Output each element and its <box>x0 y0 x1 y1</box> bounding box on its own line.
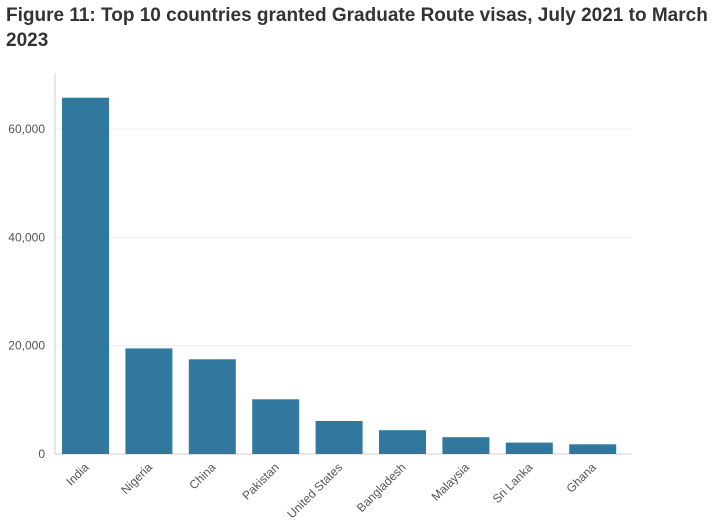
y-tick-label: 0 <box>38 447 45 461</box>
x-tick-label: Pakistan <box>239 460 281 502</box>
y-tick-label: 60,000 <box>8 122 45 136</box>
x-tick-label: Ghana <box>563 460 599 496</box>
y-tick-label: 40,000 <box>8 230 45 244</box>
bar-bangladesh <box>379 430 426 454</box>
x-tick-label: Nigeria <box>118 460 155 497</box>
bar-united-states <box>315 421 363 454</box>
x-tick-label: China <box>186 460 218 492</box>
bar-malaysia <box>442 437 490 454</box>
gridlines <box>55 128 632 347</box>
y-tick-label: 20,000 <box>8 339 45 353</box>
x-axis-tick-labels: India Nigeria China Pakistan United States Ba… <box>63 460 599 521</box>
bar-sri-lanka <box>505 442 553 454</box>
x-tick-label: Malaysia <box>429 460 473 504</box>
bar-nigeria <box>125 348 173 454</box>
x-tick-label: Bangladesh <box>354 460 409 515</box>
y-axis-tick-labels: 0 20,000 40,000 60,000 <box>8 122 45 461</box>
x-tick-label: India <box>63 460 92 489</box>
bar-china <box>188 359 236 455</box>
x-tick-label: Sri Lanka <box>490 460 536 506</box>
chart-title: Figure 11: Top 10 countries granted Grad… <box>6 5 708 51</box>
bar-india <box>62 97 109 454</box>
bar-ghana <box>569 444 617 454</box>
bar-pakistan <box>252 399 300 454</box>
x-tick-label: United States <box>284 460 345 521</box>
bars <box>62 97 617 455</box>
